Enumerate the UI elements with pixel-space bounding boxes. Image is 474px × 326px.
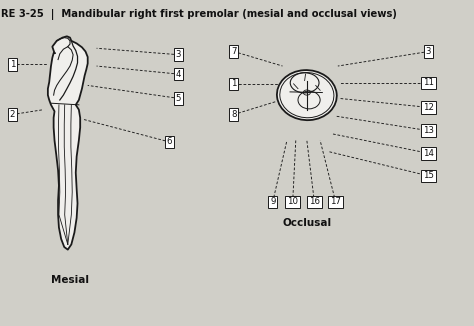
Text: 3: 3 bbox=[426, 47, 431, 56]
Text: 4: 4 bbox=[176, 70, 181, 79]
Text: 1: 1 bbox=[9, 60, 15, 69]
Text: 13: 13 bbox=[423, 126, 434, 135]
Text: 5: 5 bbox=[176, 94, 181, 103]
Text: 10: 10 bbox=[287, 197, 298, 206]
Text: 9: 9 bbox=[270, 197, 275, 206]
Text: 15: 15 bbox=[423, 171, 434, 180]
Text: 7: 7 bbox=[231, 47, 237, 56]
Text: Mesial: Mesial bbox=[51, 274, 89, 285]
Text: 11: 11 bbox=[423, 78, 434, 87]
Text: Occlusal: Occlusal bbox=[283, 218, 331, 228]
Text: 12: 12 bbox=[423, 103, 434, 112]
Text: 3: 3 bbox=[176, 50, 181, 59]
Text: 14: 14 bbox=[423, 149, 434, 158]
Text: RE 3-25  |  Mandibular right first premolar (mesial and occlusal views): RE 3-25 | Mandibular right first premola… bbox=[1, 9, 397, 21]
Text: 6: 6 bbox=[167, 138, 173, 146]
Text: 8: 8 bbox=[231, 110, 237, 119]
Text: 2: 2 bbox=[9, 110, 15, 119]
Text: 17: 17 bbox=[330, 197, 341, 206]
Polygon shape bbox=[48, 36, 88, 250]
Text: 16: 16 bbox=[309, 197, 320, 206]
Text: 1: 1 bbox=[231, 79, 237, 88]
Ellipse shape bbox=[277, 70, 337, 120]
